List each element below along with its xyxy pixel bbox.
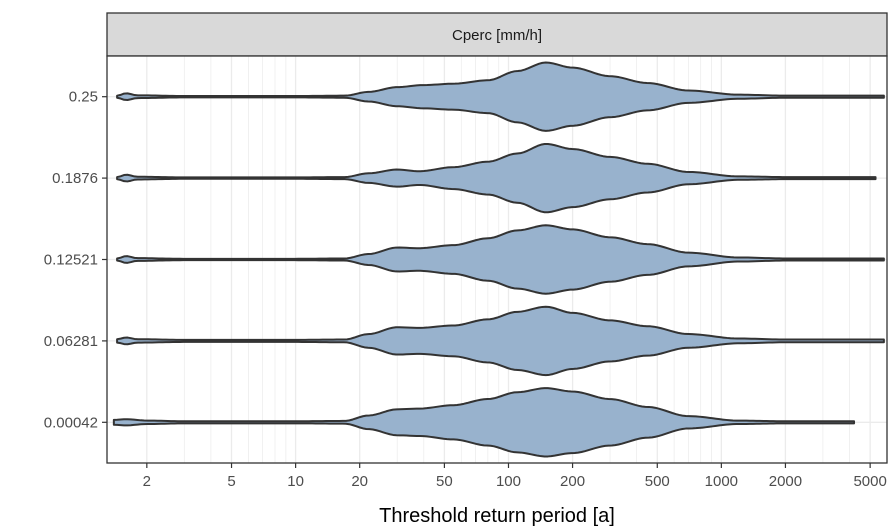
x-axis-title: Threshold return period [a] xyxy=(379,505,615,527)
x-tick-label: 200 xyxy=(560,473,585,490)
y-tick-label: 0.1876 xyxy=(52,170,98,187)
violin-0.06281 xyxy=(116,305,885,377)
x-tick-label: 2 xyxy=(143,473,151,490)
y-tick-label: 0.00042 xyxy=(44,414,98,431)
facet-strip-label: Cperc [mm/h] xyxy=(452,27,542,44)
x-tick-label: 100 xyxy=(496,473,521,490)
x-axis: 2 5 10 20 50 100 200 500 1000 2000 5000 xyxy=(143,463,887,490)
violin-0.00042 xyxy=(112,387,856,458)
x-tick-label: 50 xyxy=(436,473,453,490)
violins xyxy=(112,61,885,458)
violin-0.25 xyxy=(116,61,885,132)
x-tick-label: 5 xyxy=(227,473,235,490)
violin-0.12521 xyxy=(116,224,885,295)
y-tick-label: 0.25 xyxy=(69,89,98,106)
facet-strip xyxy=(106,12,888,57)
x-tick-label: 5000 xyxy=(853,473,886,490)
y-axis: 0.25 0.1876 0.12521 0.06281 0.00042 xyxy=(44,89,107,431)
x-tick-label: 2000 xyxy=(769,473,802,490)
x-tick-label: 1000 xyxy=(705,473,738,490)
y-tick-label: 0.12521 xyxy=(44,252,98,269)
y-tick-label: 0.06281 xyxy=(44,333,98,350)
violin-0.1876 xyxy=(116,142,877,214)
x-tick-label: 10 xyxy=(287,473,304,490)
x-tick-label: 20 xyxy=(351,473,368,490)
x-tick-label: 500 xyxy=(645,473,670,490)
